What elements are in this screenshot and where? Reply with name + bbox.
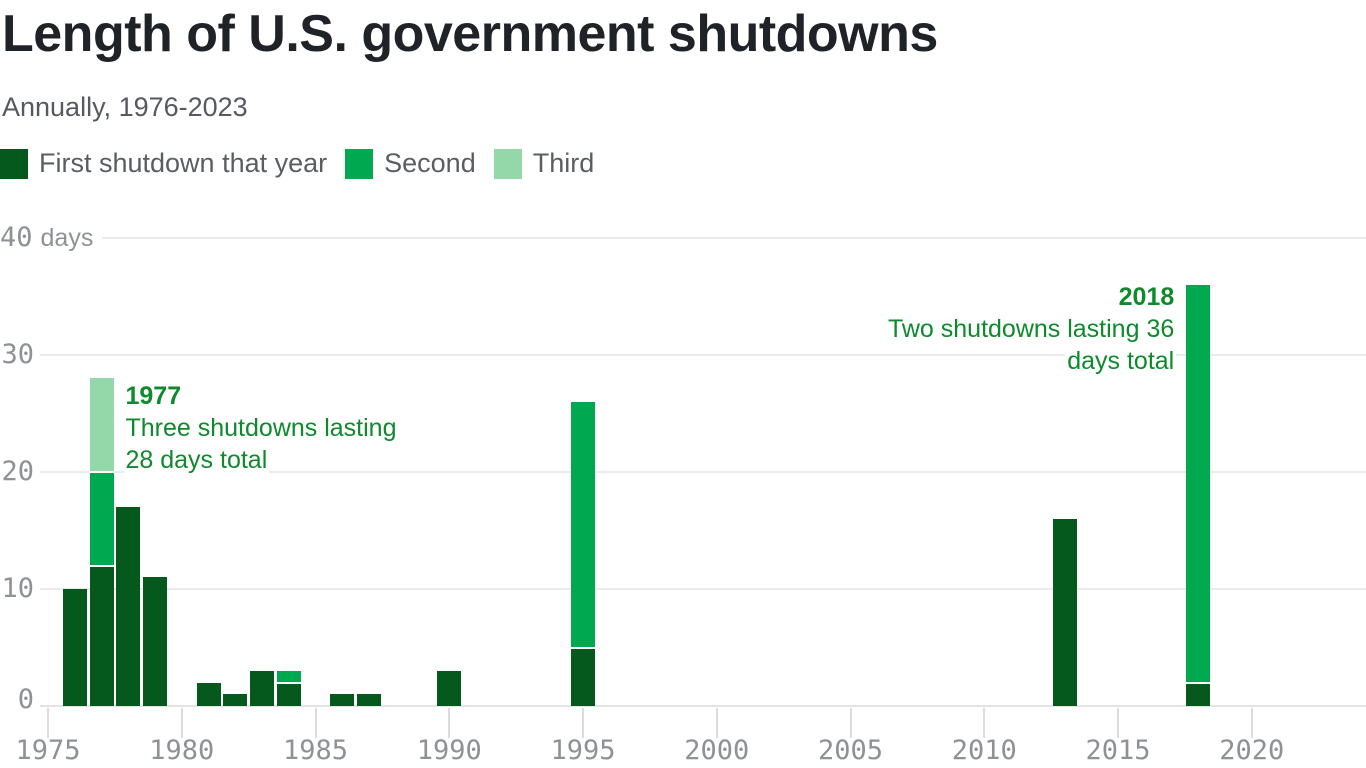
x-axis-tick-1980 [180, 708, 183, 738]
legend-item-third: Third [493, 148, 595, 179]
legend-label-first: First shutdown that year [39, 148, 328, 178]
x-axis-label-2010: 2010 [951, 735, 1017, 766]
bar-1978-segment-first [116, 507, 141, 706]
bar-1995-segment-second [571, 401, 595, 648]
bar-1983-segment-first [250, 670, 274, 706]
x-axis-label-2005: 2005 [817, 735, 884, 766]
legend-swatch-first [0, 148, 28, 179]
x-axis-tick-2010 [983, 708, 986, 738]
annotation-line: 28 days total [123, 446, 270, 475]
bar-1977-segment-separator [89, 564, 114, 567]
bar-1977-segment-second [89, 472, 114, 566]
x-axis-tick-1990 [448, 708, 451, 738]
y-axis-unit: days [40, 224, 94, 252]
x-axis-baseline [40, 705, 1366, 707]
legend-swatch-second [345, 148, 374, 179]
y-axis-label-30: 30 [1, 339, 34, 370]
legend-label-second: Second [384, 148, 476, 178]
x-axis-label-2015: 2015 [1085, 735, 1151, 766]
bar-2018-segment-separator [1186, 681, 1211, 684]
gridline-40 [102, 237, 1366, 239]
gridline-30 [40, 354, 1366, 356]
bar-1976-segment-first [62, 589, 87, 706]
y-axis-label-20: 20 [1, 456, 34, 487]
bar-1977-segment-first [89, 565, 114, 706]
bar-2018-segment-second [1186, 284, 1211, 683]
annotation-2018: 2018 Two shutdowns lasting 36 days total [885, 281, 1177, 377]
bar-2013-segment-first [1052, 518, 1077, 706]
gridline-20 [40, 471, 1366, 473]
x-axis-label-2000: 2000 [684, 735, 750, 766]
bar-1977-segment-third [89, 378, 114, 472]
page-subtitle: Annually, 1976-2023 [2, 92, 248, 122]
annotation-1977: 1977 Three shutdowns lasting 28 days total [123, 380, 399, 476]
x-axis-tick-2020 [1250, 708, 1253, 738]
bar-1995-segment-separator [571, 646, 595, 649]
x-axis-label-1975: 1975 [15, 735, 81, 766]
legend-label-third: Third [532, 148, 595, 178]
x-axis-tick-2015 [1117, 708, 1119, 738]
annotation-line: Three shutdowns lasting [123, 414, 399, 443]
bar-1979-segment-first [143, 577, 167, 706]
x-axis-label-2020: 2020 [1219, 735, 1285, 766]
bar-1982-segment-first [223, 694, 248, 706]
bar-1995-segment-first [571, 647, 595, 706]
annotation-line: Two shutdowns lasting 36 [885, 314, 1177, 343]
legend-swatch-third [493, 148, 522, 179]
bar-1990-segment-first [437, 670, 462, 706]
y-axis-label-10: 10 [1, 573, 34, 604]
bar-1984-segment-second [276, 670, 301, 683]
bar-1984-segment-first [276, 682, 301, 706]
x-axis-tick-1985 [314, 708, 317, 738]
page-title: Length of U.S. government shutdowns [2, 5, 938, 63]
annotation-line: days total [1065, 346, 1177, 375]
x-axis-label-1980: 1980 [149, 735, 215, 766]
y-axis-label-0: 0 [17, 684, 34, 715]
bar-1984-segment-separator [276, 681, 301, 684]
bar-2018-segment-first [1186, 682, 1211, 706]
legend-item-first: First shutdown that year [0, 148, 327, 179]
bar-1986-segment-first [330, 694, 355, 706]
y-axis-label-40: 40 days [0, 222, 94, 253]
x-axis-label-1985: 1985 [282, 735, 349, 766]
x-axis-tick-1975 [47, 708, 49, 738]
bar-1987-segment-first [357, 694, 381, 706]
x-axis-tick-2005 [849, 708, 852, 738]
x-axis-tick-2000 [715, 708, 718, 738]
annotation-year-label: 2018 [1116, 282, 1177, 311]
x-axis-label-1995: 1995 [550, 735, 616, 766]
gridline-10 [40, 588, 1366, 590]
x-axis-tick-1995 [582, 708, 584, 738]
legend: First shutdown that year Second Third [0, 148, 612, 179]
bar-1977-segment-separator [89, 471, 114, 473]
x-axis-label-1990: 1990 [416, 735, 482, 766]
legend-item-second: Second [345, 148, 476, 179]
annotation-year-label: 1977 [123, 382, 184, 411]
bar-1981-segment-first [196, 682, 221, 706]
